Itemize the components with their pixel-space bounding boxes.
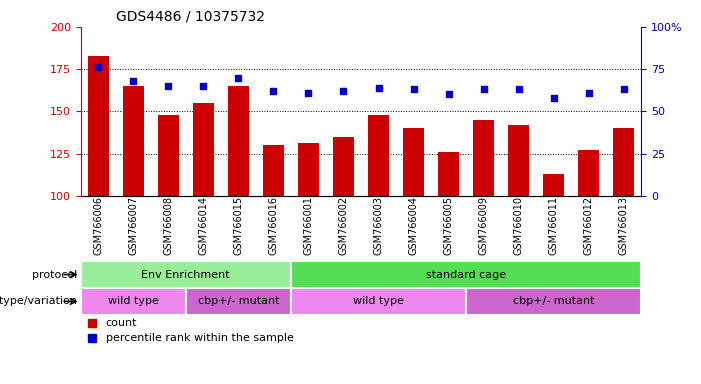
Point — [128, 78, 139, 84]
Point — [338, 88, 349, 94]
Text: cbp+/- mutant: cbp+/- mutant — [198, 296, 279, 306]
Bar — [228, 86, 249, 196]
Point — [163, 83, 174, 89]
Point — [268, 88, 279, 94]
Text: GSM766016: GSM766016 — [268, 196, 278, 255]
Text: count: count — [106, 318, 137, 328]
Bar — [81, 288, 186, 315]
Bar — [466, 288, 641, 315]
Bar — [123, 86, 144, 196]
Text: GSM766015: GSM766015 — [233, 196, 243, 255]
Point — [583, 90, 594, 96]
Bar — [298, 144, 319, 196]
Text: GSM766012: GSM766012 — [584, 196, 594, 255]
Bar — [438, 152, 459, 196]
Text: GSM766014: GSM766014 — [198, 196, 208, 255]
Bar — [543, 174, 564, 196]
Text: genotype/variation: genotype/variation — [0, 296, 77, 306]
Bar — [368, 115, 389, 196]
Bar — [263, 145, 284, 196]
Text: GSM766011: GSM766011 — [549, 196, 559, 255]
Text: GSM766007: GSM766007 — [128, 196, 138, 255]
Point — [233, 74, 244, 81]
Bar — [473, 120, 494, 196]
Bar — [193, 103, 214, 196]
Bar — [88, 56, 109, 196]
Text: wild type: wild type — [108, 296, 158, 306]
Text: GSM766013: GSM766013 — [619, 196, 629, 255]
Point — [548, 95, 559, 101]
Bar — [186, 288, 291, 315]
Bar — [333, 137, 354, 196]
Text: protocol: protocol — [32, 270, 77, 280]
Bar — [158, 115, 179, 196]
Text: standard cage: standard cage — [426, 270, 506, 280]
Text: Env Enrichment: Env Enrichment — [142, 270, 230, 280]
Point — [478, 86, 489, 93]
Bar — [508, 125, 529, 196]
Point — [93, 65, 104, 71]
Bar — [403, 128, 424, 196]
Point — [443, 91, 454, 98]
Point — [303, 90, 314, 96]
Bar — [578, 150, 599, 196]
Text: cbp+/- mutant: cbp+/- mutant — [513, 296, 594, 306]
Text: GSM766009: GSM766009 — [479, 196, 489, 255]
Text: GDS4486 / 10375732: GDS4486 / 10375732 — [116, 9, 265, 23]
Bar — [81, 261, 291, 288]
Text: GSM766003: GSM766003 — [374, 196, 383, 255]
Text: GSM766004: GSM766004 — [409, 196, 418, 255]
Text: GSM766005: GSM766005 — [444, 196, 454, 255]
Bar — [613, 128, 634, 196]
Bar — [291, 261, 641, 288]
Point — [373, 84, 384, 91]
Text: GSM766002: GSM766002 — [339, 196, 348, 255]
Point — [408, 86, 419, 93]
Text: GSM766008: GSM766008 — [163, 196, 173, 255]
Point — [618, 86, 629, 93]
Point — [513, 86, 524, 93]
Point — [198, 83, 209, 89]
Text: percentile rank within the sample: percentile rank within the sample — [106, 333, 294, 343]
Text: GSM766006: GSM766006 — [93, 196, 103, 255]
Text: GSM766001: GSM766001 — [304, 196, 313, 255]
Bar — [291, 288, 466, 315]
Text: GSM766010: GSM766010 — [514, 196, 524, 255]
Text: wild type: wild type — [353, 296, 404, 306]
